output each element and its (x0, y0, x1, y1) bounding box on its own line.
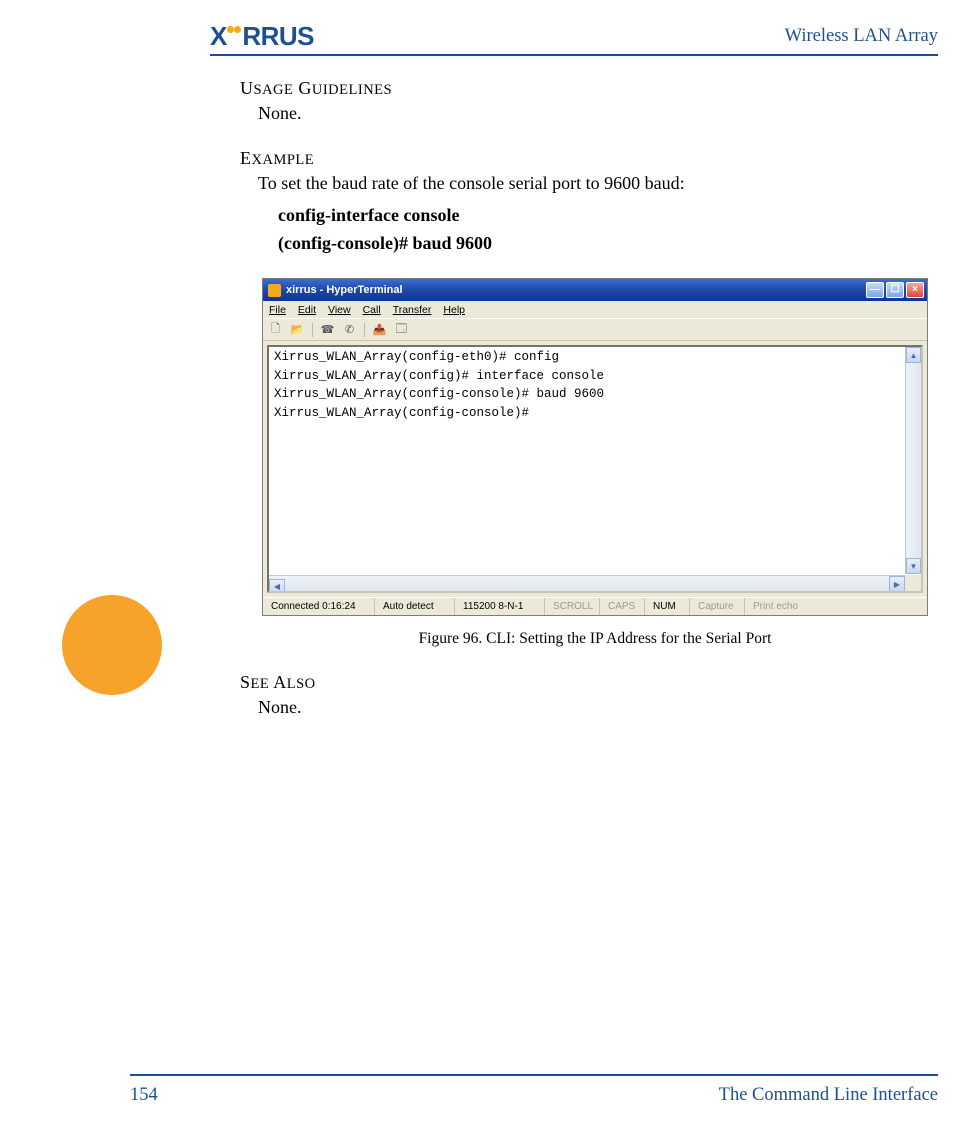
maximize-button[interactable]: ☐ (886, 282, 904, 298)
close-button[interactable]: × (906, 282, 924, 298)
maximize-icon: ☐ (891, 285, 900, 295)
toolbar-send-icon[interactable]: 📤 (372, 322, 387, 337)
terminal-output-area[interactable]: Xirrus_WLAN_Array(config-eth0)# config X… (267, 345, 923, 593)
usage-guidelines-body: None. (258, 101, 928, 126)
header-rule (210, 54, 938, 56)
scroll-down-icon[interactable]: ▼ (906, 558, 921, 574)
terminal-line-1: Xirrus_WLAN_Array(config-eth0)# config (269, 347, 921, 369)
toolbar: 🗋 📂 ☎ ✆ 📤 🗔 (263, 319, 927, 341)
status-num: NUM (645, 598, 690, 615)
minimize-button[interactable]: — (866, 282, 884, 298)
menu-call[interactable]: Call (363, 304, 381, 316)
toolbar-props-icon[interactable]: 🗔 (394, 322, 409, 337)
brand-rest: RRUS (242, 21, 314, 52)
status-bar: Connected 0:16:24 Auto detect 115200 8-N… (263, 597, 927, 615)
page-header: X RRUS Wireless LAN Array (210, 0, 938, 56)
brand-logo: X RRUS (210, 21, 314, 52)
menu-view[interactable]: View (328, 304, 351, 316)
scroll-right-icon[interactable]: ▶ (889, 576, 905, 592)
example-heading: EXAMPLE (240, 148, 928, 169)
scroll-up-icon[interactable]: ▲ (906, 347, 921, 363)
window-title: xirrus - HyperTerminal (286, 284, 403, 296)
status-capture: Capture (690, 598, 745, 615)
example-command-2: (config-console)# baud 9600 (278, 230, 928, 258)
brand-x: X (210, 21, 226, 52)
app-icon (268, 284, 281, 297)
menu-file[interactable]: File (269, 304, 286, 316)
hyperterminal-window: xirrus - HyperTerminal — ☐ × File Edit V… (262, 278, 928, 616)
titlebar[interactable]: xirrus - HyperTerminal — ☐ × (263, 279, 927, 301)
status-printecho: Print echo (745, 598, 806, 615)
terminal-line-4: Xirrus_WLAN_Array(config-console)# (269, 406, 921, 425)
brand-dot-1 (227, 26, 234, 33)
menubar: File Edit View Call Transfer Help (263, 301, 927, 319)
header-product-name: Wireless LAN Array (785, 26, 938, 47)
usage-guidelines-heading: USAGE GUIDELINES (240, 78, 928, 99)
minimize-icon: — (870, 285, 880, 295)
toolbar-disconnect-icon[interactable]: ✆ (342, 322, 357, 337)
status-autodetect: Auto detect (375, 598, 455, 615)
section-marker-dot (62, 595, 162, 695)
status-caps: CAPS (600, 598, 645, 615)
toolbar-separator (312, 323, 313, 337)
scroll-corner (905, 575, 921, 591)
example-body: To set the baud rate of the console seri… (258, 171, 928, 196)
terminal-line-3: Xirrus_WLAN_Array(config-console)# baud … (269, 387, 921, 406)
terminal-line-2: Xirrus_WLAN_Array(config)# interface con… (269, 369, 921, 388)
toolbar-connect-icon[interactable]: ☎ (320, 322, 335, 337)
toolbar-separator (364, 323, 365, 337)
status-baud: 115200 8-N-1 (455, 598, 545, 615)
vertical-scrollbar[interactable]: ▲ ▼ (905, 347, 921, 574)
scroll-left-icon[interactable]: ◀ (269, 579, 285, 594)
menu-transfer[interactable]: Transfer (393, 304, 432, 316)
toolbar-new-icon[interactable]: 🗋 (268, 322, 283, 337)
see-also-heading: SEE ALSO (240, 672, 928, 693)
brand-dot-2 (234, 26, 241, 33)
footer-rule (130, 1074, 938, 1076)
example-command-1: config-interface console (278, 202, 928, 230)
see-also-body: None. (258, 695, 928, 720)
menu-help[interactable]: Help (443, 304, 465, 316)
footer-section-title: The Command Line Interface (719, 1085, 938, 1106)
toolbar-open-icon[interactable]: 📂 (290, 322, 305, 337)
figure-caption: Figure 96. CLI: Setting the IP Address f… (262, 630, 928, 648)
footer: 154 The Command Line Interface (130, 1085, 938, 1106)
close-icon: × (912, 285, 918, 295)
menu-edit[interactable]: Edit (298, 304, 316, 316)
page-number: 154 (130, 1085, 158, 1106)
status-connected: Connected 0:16:24 (263, 598, 375, 615)
horizontal-scrollbar[interactable]: ◀ ▶ (269, 575, 905, 591)
status-scroll: SCROLL (545, 598, 600, 615)
